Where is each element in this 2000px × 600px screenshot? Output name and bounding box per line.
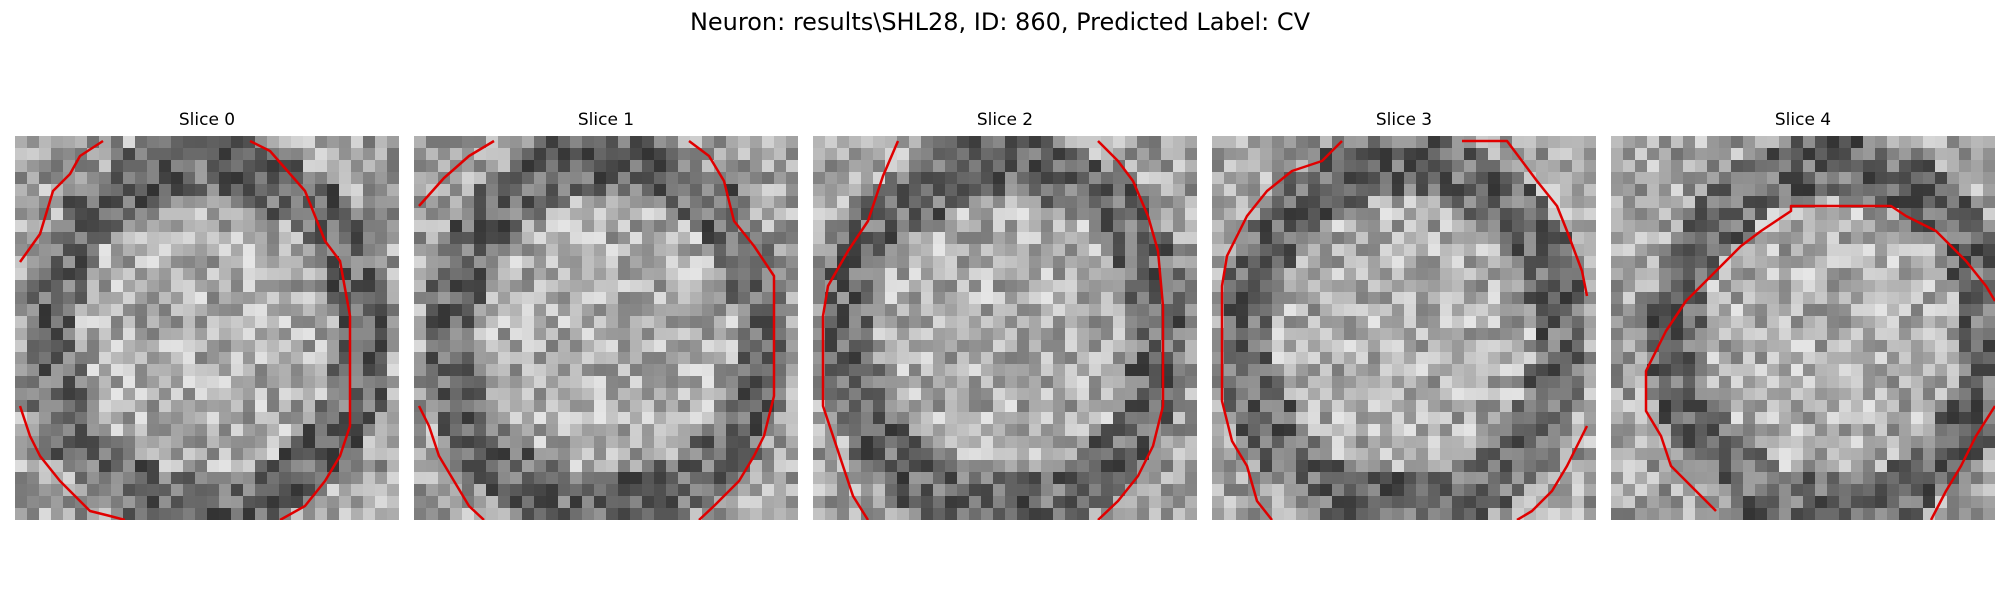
slice-title: Slice 4 bbox=[1774, 110, 1832, 130]
slice-image bbox=[414, 136, 798, 520]
slice-image bbox=[15, 136, 399, 520]
slice-panel-1: Slice 1 bbox=[414, 108, 798, 520]
roi-contour bbox=[18, 405, 126, 520]
slice-title: Slice 2 bbox=[976, 110, 1034, 130]
slice-panel-0: Slice 0 bbox=[15, 108, 399, 520]
slice-panel-2: Slice 2 bbox=[813, 108, 1197, 520]
roi-contour bbox=[1097, 140, 1165, 520]
slice-title: Slice 1 bbox=[577, 110, 635, 130]
slice-panel-3: Slice 3 bbox=[1212, 108, 1596, 520]
roi-contour bbox=[418, 139, 495, 207]
slice-title: Slice 3 bbox=[1375, 110, 1433, 130]
roi-contour bbox=[1220, 140, 1343, 520]
roi-contour bbox=[249, 139, 352, 520]
roi-contour bbox=[821, 140, 900, 520]
slice-image bbox=[1611, 136, 1995, 520]
figure-title: Neuron: results\SHL28, ID: 860, Predicte… bbox=[689, 8, 1311, 36]
roi-contour bbox=[417, 405, 485, 520]
roi-contour bbox=[1516, 425, 1589, 520]
slice-title: Slice 0 bbox=[178, 110, 236, 130]
roi-contour bbox=[688, 140, 776, 520]
roi-contour bbox=[1644, 204, 1995, 512]
roi-contour bbox=[18, 139, 104, 263]
roi-contour bbox=[1462, 139, 1589, 297]
roi-contour bbox=[1929, 405, 1995, 520]
slice-image bbox=[813, 136, 1197, 520]
slice-image bbox=[1212, 136, 1596, 520]
slice-panel-4: Slice 4 bbox=[1611, 108, 1995, 520]
